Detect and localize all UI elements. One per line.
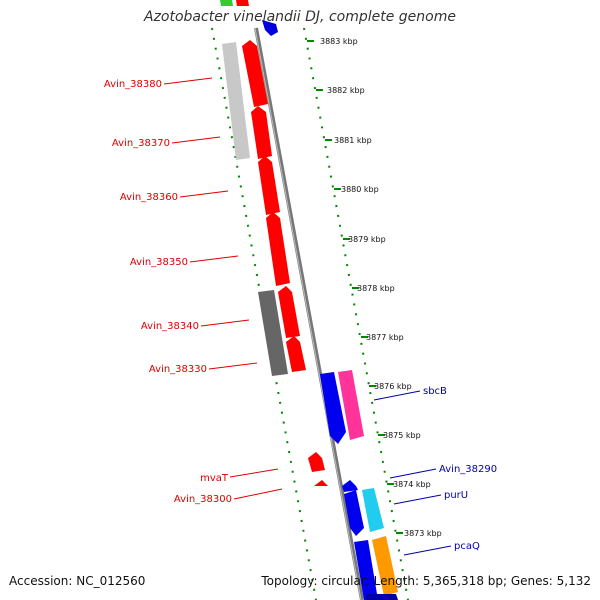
kbp-tick-label: 3883 kbp [320,37,358,46]
gene-label-avin-38360[interactable]: Avin_38360 [120,192,178,203]
gene-feature-cyan [362,488,384,532]
gene-feature-avin-38330 [286,336,306,372]
kbp-tick-label: 3878 kbp [357,284,395,293]
right-gene-labels: sbcB Avin_38290 purU pcaQ [373,386,497,556]
kbp-tick-label: 3877 kbp [366,333,404,342]
partial-blue-feature-top [262,20,278,36]
kbp-tick-label: 3875 kbp [383,431,421,440]
gene-feature-purU [344,490,364,536]
label-leader-line [179,190,229,198]
gene-feature-pink [338,370,364,440]
gene-feature-avin-38340 [258,290,288,376]
label-leader-line [233,488,283,500]
label-leader-line [171,136,221,144]
topology-text: Topology: circular; Length: 5,365,318 bp… [261,574,591,588]
gene-label-avin-38350[interactable]: Avin_38350 [130,257,188,268]
accession-text: Accession: NC_012560 [9,574,146,588]
label-leader-line [393,494,442,505]
gene-feature-avin-38300 [314,480,328,486]
gene-feature-avin-38360 [251,106,272,159]
gene-label-mvat[interactable]: mvaT [200,473,229,484]
kbp-tick-label: 3882 kbp [327,86,365,95]
label-leader-line [373,390,421,401]
gene-feature-avin-38350b [266,212,290,286]
kbp-tick-label: 3879 kbp [348,235,386,244]
kbp-tick-label: 3876 kbp [374,382,412,391]
gene-feature-sbcb [320,372,346,444]
gene-feature-mvat [308,452,325,472]
label-leader-line [200,319,250,327]
left-gene-labels: Avin_38380 Avin_38370 Avin_38360 Avin_38… [104,77,283,505]
kbp-tick-label: 3874 kbp [393,480,431,489]
gene-feature-orange [372,536,398,596]
gene-feature-avin-38380 [222,42,250,160]
gene-label-sbcb[interactable]: sbcB [423,386,447,397]
map-title: Azotobacter vinelandii DJ, complete geno… [144,9,456,25]
gene-label-avin-38380[interactable]: Avin_38380 [104,79,162,90]
label-leader-line [189,255,239,263]
label-leader-line [229,468,279,478]
gene-feature-bottom-dark [366,594,398,600]
kbp-tick-label: 3880 kbp [341,185,379,194]
gene-label-puru[interactable]: purU [444,490,468,501]
partial-green-feature [220,0,233,6]
gene-label-avin-38300[interactable]: Avin_38300 [174,494,232,505]
gene-feature-pcaq [354,540,378,600]
label-leader-line [163,77,213,85]
gene-label-avin-38330[interactable]: Avin_38330 [149,364,207,375]
gene-feature-avin-38350a [258,156,280,215]
kbp-tick-label: 3873 kbp [404,529,442,538]
label-leader-line [208,362,258,370]
kbp-axis: 3883 kbp 3882 kbp 3881 kbp 3880 kbp 3879… [307,37,442,538]
partial-red-feature-top [236,0,249,6]
label-leader-line [403,545,452,556]
outer-right-tick-track [303,27,409,600]
gene-label-pcaq[interactable]: pcaQ [454,541,480,552]
gene-label-avin-38290[interactable]: Avin_38290 [439,464,497,475]
gene-feature-avin-38340b [278,286,300,338]
genome-backbone-highlight [254,27,362,600]
gene-label-avin-38370[interactable]: Avin_38370 [112,138,170,149]
gene-label-avin-38340[interactable]: Avin_38340 [141,321,199,332]
gene-feature-avin-38290 [342,480,358,492]
label-leader-line [389,468,437,479]
genome-backbone [254,27,364,600]
gene-feature-avin-38370 [242,40,268,107]
kbp-tick-label: 3881 kbp [334,136,372,145]
